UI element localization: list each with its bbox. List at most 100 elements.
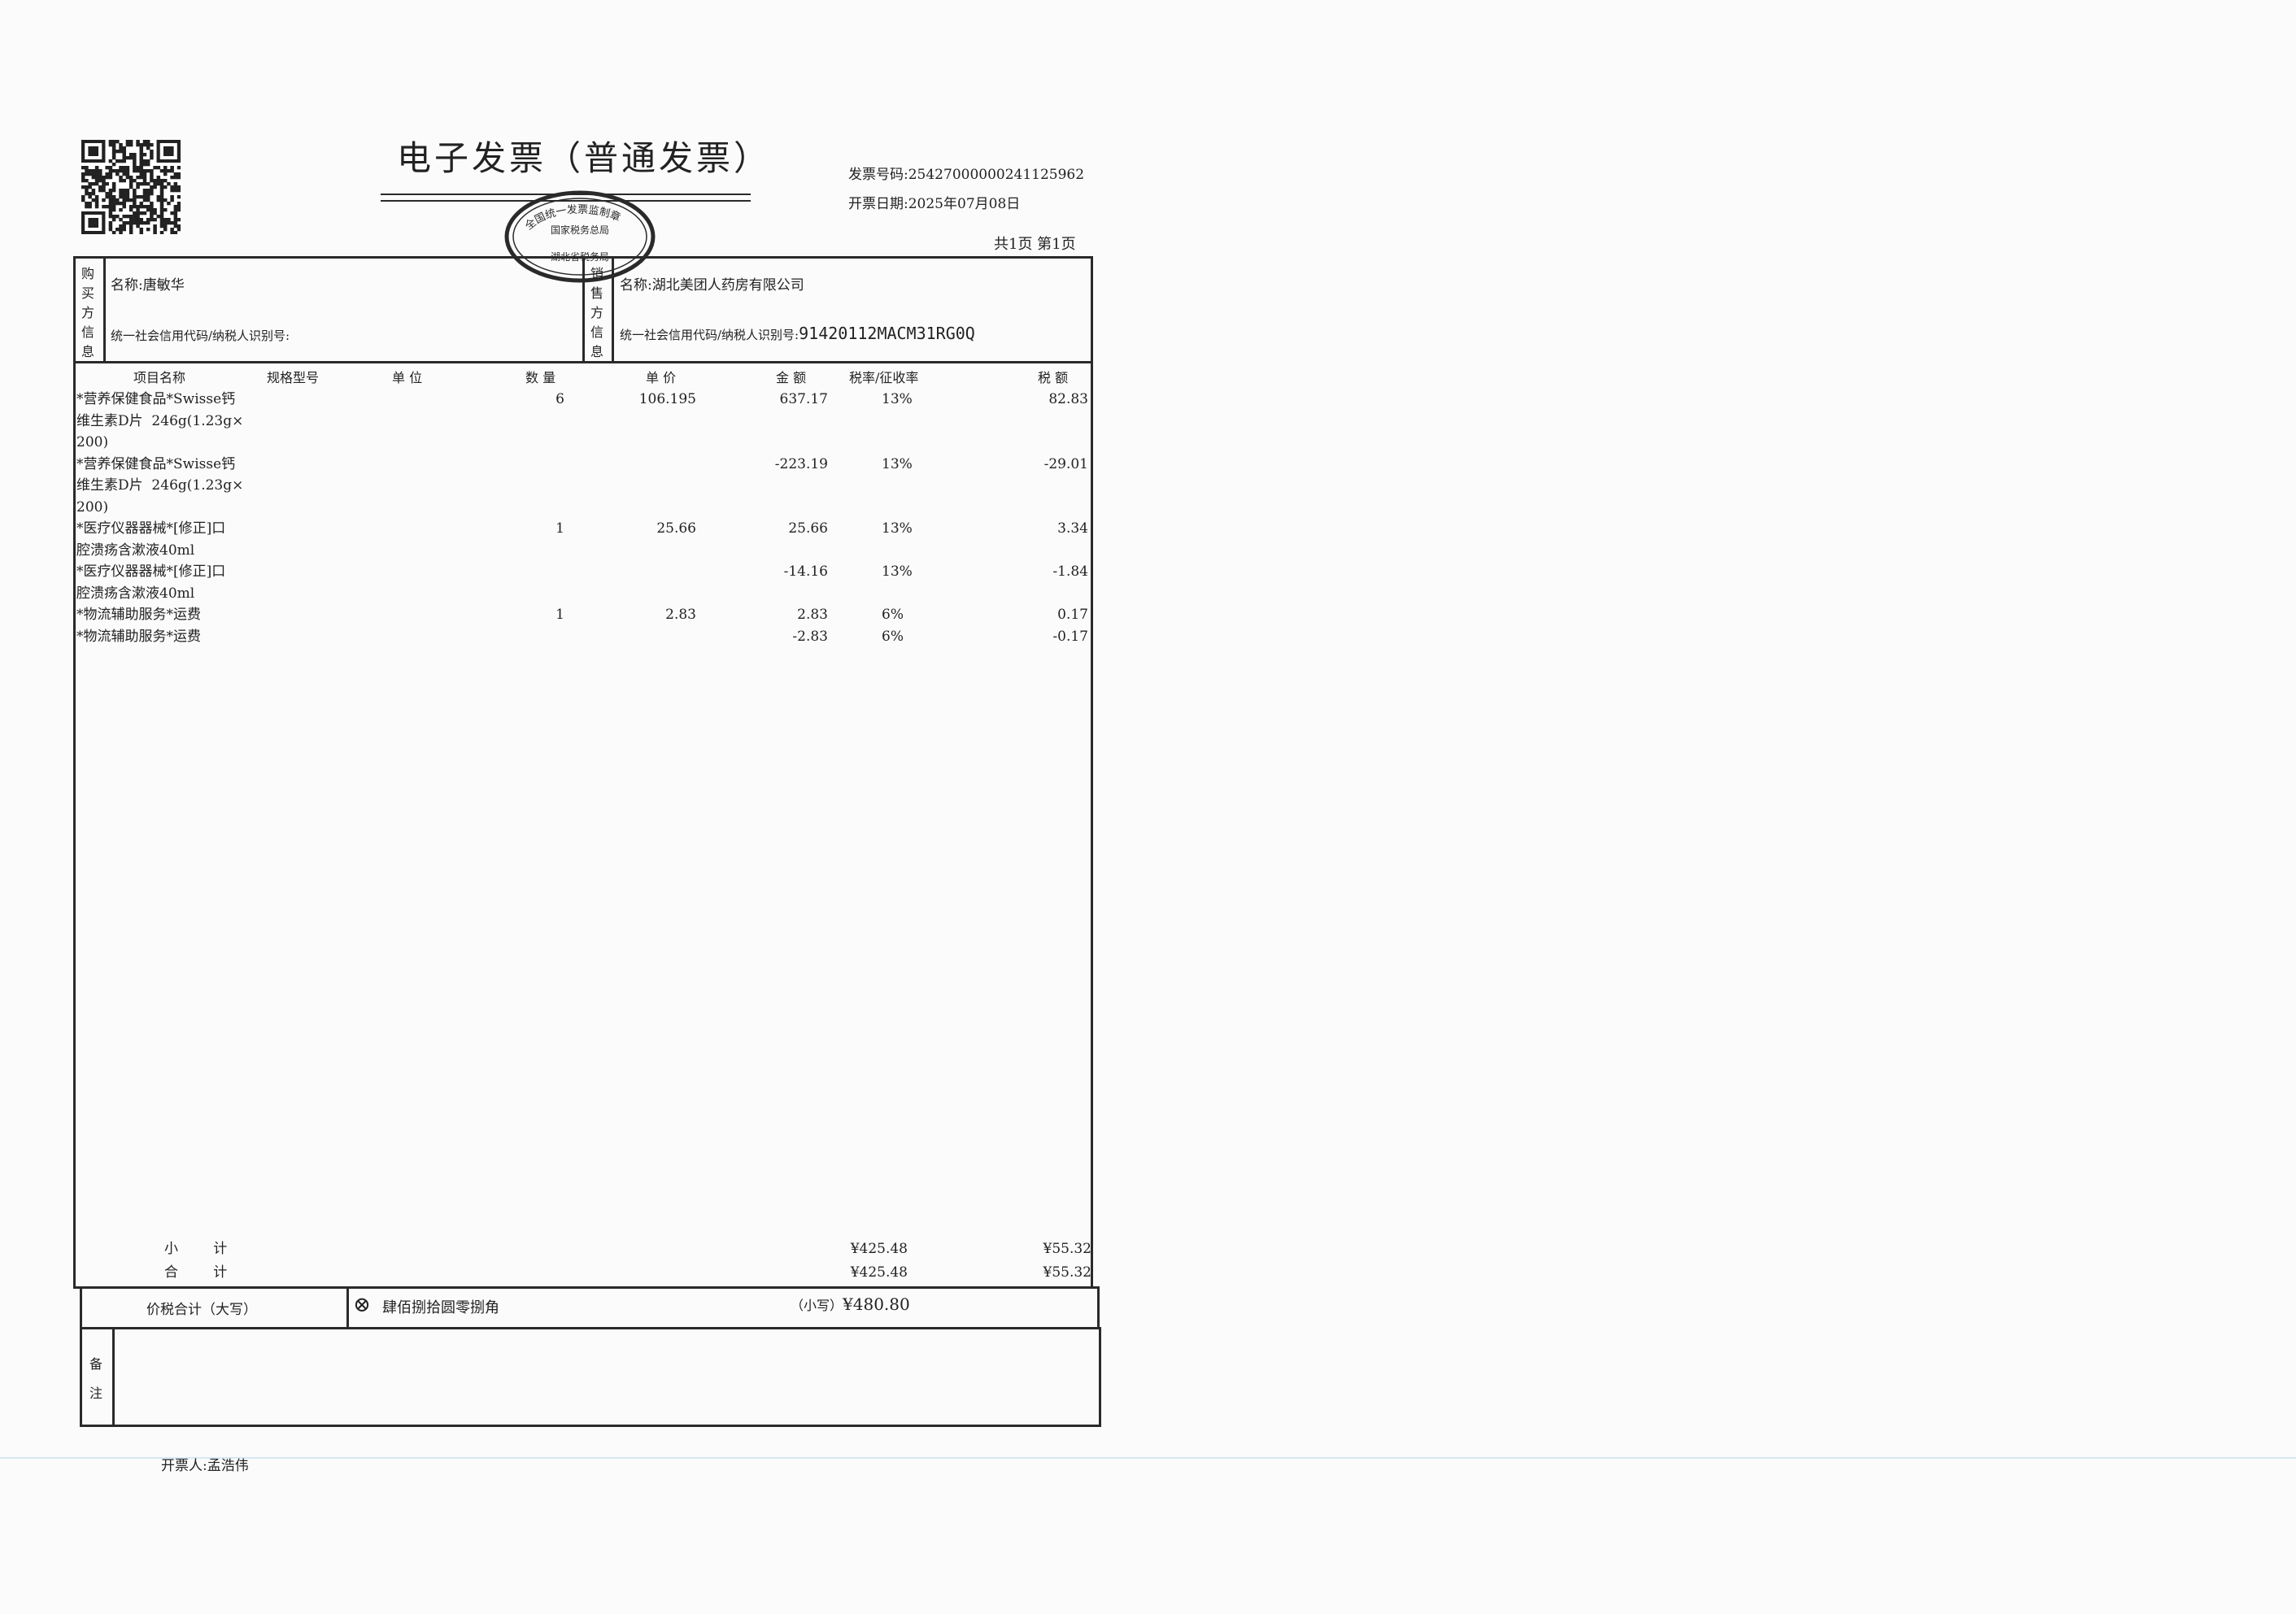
parties-divider (73, 361, 1093, 363)
item-rate: 6% (882, 628, 904, 645)
seller-name-label: 名称: (620, 277, 652, 294)
title-underline-2 (381, 200, 751, 202)
buyer-tax-id: 统一社会信用代码/纳税人识别号: (111, 327, 290, 344)
col-header-rate: 税率/征收率 (849, 370, 919, 385)
table-row: *物流辅助服务*运费 1 2.83 2.83 6% 0.17 (75, 606, 1091, 628)
item-name-line: *营养保健食品*Swisse钙 (76, 455, 236, 472)
item-amount: -14.16 (783, 563, 828, 580)
item-qty: 1 (555, 520, 564, 537)
item-tax: 82.83 (1048, 391, 1088, 407)
grand-small-value: ¥480.80 (843, 1294, 910, 1314)
grand-total-small: （小写）¥480.80 (791, 1294, 910, 1314)
subtotal-row: 小 计 ¥425.48 ¥55.32 (75, 1240, 1091, 1261)
item-tax: -0.17 (1052, 628, 1088, 645)
col-header-name: 项目名称 (133, 370, 186, 385)
item-tax: 0.17 (1057, 607, 1088, 623)
item-amount: 2.83 (797, 607, 828, 623)
subtotal-tax: ¥55.32 (1043, 1241, 1091, 1257)
item-rate: 13% (882, 520, 913, 537)
remarks-box (80, 1327, 1101, 1427)
svg-text:国家税务总局: 国家税务总局 (551, 224, 609, 236)
table-row: *营养保健食品*Swisse钙 维生素D片 246g(1.23g× 200) -223… (75, 455, 1091, 520)
table-row: *物流辅助服务*运费 -2.83 6% -0.17 (75, 628, 1091, 650)
grand-total-divider (346, 1286, 349, 1329)
remarks-divider (112, 1327, 115, 1427)
buyer-name-label: 名称: (111, 277, 143, 294)
item-name-line: *医疗仪器器械*[修正]口 (76, 563, 226, 580)
invoice-number-label: 发票号码: (848, 167, 908, 183)
party-divider (582, 256, 585, 362)
col-header-unit: 单 位 (392, 370, 423, 385)
item-amount: 637.17 (779, 391, 828, 407)
issue-date: 开票日期:2025年07月08日 (848, 192, 1020, 212)
item-name-line: 200) (76, 434, 109, 450)
seller-side-label: 销售方信息 (590, 266, 603, 359)
total-amount: ¥425.48 (850, 1264, 908, 1281)
seller-name-value: 湖北美团人药房有限公司 (651, 277, 804, 294)
item-name-line: *物流辅助服务*运费 (76, 628, 201, 645)
item-tax: -1.84 (1052, 563, 1088, 580)
issuer-name: 孟浩伟 (207, 1458, 249, 1474)
buyer-label-divider (103, 256, 106, 362)
item-name-line: 腔溃疡含漱液40ml (76, 585, 195, 602)
invoice-number-value: 25427000000241125962 (908, 167, 1085, 183)
item-qty: 1 (555, 607, 564, 623)
cross-circle-icon: ⊗ (353, 1293, 371, 1317)
item-rate: 13% (882, 563, 913, 580)
table-row: *医疗仪器器械*[修正]口 腔溃疡含漱液40ml 1 25.66 25.66 13% 3.3… (75, 520, 1091, 563)
seller-tax-id-label: 统一社会信用代码/纳税人识别号: (620, 328, 799, 342)
scan-artifact-line (0, 1457, 2296, 1459)
total-tax: ¥55.32 (1043, 1264, 1091, 1281)
seller-tax-id-value: 91420112MACM31RG0Q (799, 324, 975, 343)
item-tax: -29.01 (1043, 455, 1088, 472)
col-header-spec: 规格型号 (267, 370, 320, 385)
seller-name: 名称:湖北美团人药房有限公司 (620, 273, 804, 294)
item-amount: -2.83 (792, 628, 828, 645)
table-row: *医疗仪器器械*[修正]口 腔溃疡含漱液40ml -14.16 13% -1.84 (75, 563, 1091, 606)
grand-total-label: 价税合计（大写） (146, 1302, 257, 1318)
item-rate: 13% (882, 455, 913, 472)
issuer: 开票人:孟浩伟 (161, 1454, 249, 1474)
seller-tax-id: 统一社会信用代码/纳税人识别号:91420112MACM31RG0Q (620, 324, 975, 343)
item-name-line: *营养保健食品*Swisse钙 (76, 391, 236, 407)
invoice-title: 电子发票（普通发票） (397, 138, 772, 178)
item-price: 106.195 (638, 391, 696, 407)
qr-code (81, 140, 181, 234)
grand-total-words: 肆佰捌拾圆零捌角 (382, 1299, 499, 1316)
item-rate: 13% (882, 391, 913, 407)
issue-date-value: 2025年07月08日 (908, 196, 1021, 212)
item-name-line: 维生素D片 246g(1.23g× (76, 477, 244, 494)
official-stamp: 全国统一发票监制章 国家税务总局 湖北省税务局 (504, 190, 656, 283)
item-price: 2.83 (665, 607, 696, 623)
item-rate: 6% (882, 607, 904, 623)
remarks-label: 备注 (89, 1356, 102, 1401)
buyer-tax-id-label: 统一社会信用代码/纳税人识别号: (111, 328, 290, 343)
item-name-line: *物流辅助服务*运费 (76, 607, 201, 623)
col-header-tax: 税 额 (1038, 370, 1069, 385)
item-amount: 25.66 (788, 520, 828, 537)
items-header-row: 项目名称 规格型号 单 位 数 量 单 价 金 额 税率/征收率 税 额 (75, 369, 1091, 390)
issuer-label: 开票人: (161, 1458, 207, 1474)
item-tax: 3.34 (1057, 520, 1088, 537)
buyer-name-value: 唐敏华 (142, 277, 185, 294)
item-qty: 6 (555, 391, 564, 407)
item-price: 25.66 (656, 520, 696, 537)
subtotal-amount: ¥425.48 (850, 1241, 908, 1257)
item-amount: -223.19 (774, 455, 828, 472)
item-name-line: 腔溃疡含漱液40ml (76, 542, 195, 559)
item-name-line: 维生素D片 246g(1.23g× (76, 412, 244, 429)
col-header-amount: 金 额 (776, 370, 807, 385)
seller-label-divider (612, 256, 614, 362)
invoice-number: 发票号码:25427000000241125962 (848, 163, 1084, 183)
subtotal-label: 小 计 (164, 1241, 228, 1257)
col-header-qty: 数 量 (525, 370, 556, 385)
issue-date-label: 开票日期: (848, 196, 908, 212)
grand-small-label: （小写） (791, 1298, 843, 1313)
buyer-name: 名称:唐敏华 (111, 273, 185, 294)
col-header-price: 单 价 (646, 370, 677, 385)
table-row: *营养保健食品*Swisse钙 维生素D片 246g(1.23g× 200) 6 106… (75, 390, 1091, 455)
item-name-line: 200) (76, 498, 109, 516)
total-row: 合 计 ¥425.48 ¥55.32 (75, 1264, 1091, 1285)
item-name-line: *医疗仪器器械*[修正]口 (76, 520, 226, 537)
total-label: 合 计 (164, 1264, 228, 1281)
